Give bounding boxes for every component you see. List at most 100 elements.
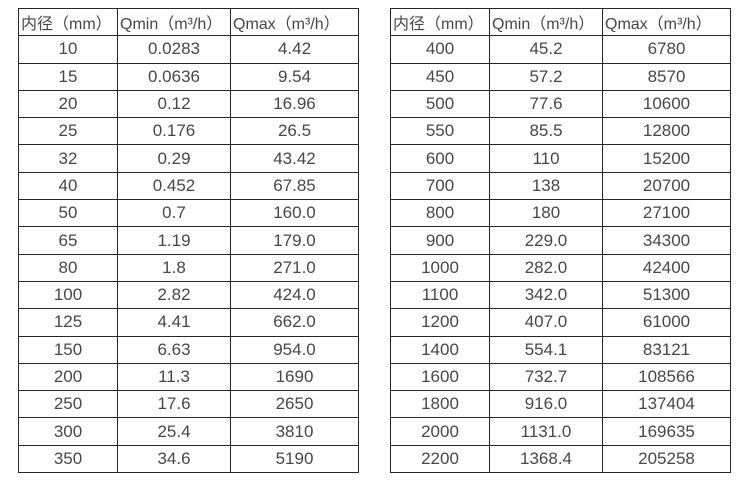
table-row: 25 0.176 26.5 bbox=[18, 117, 359, 146]
cell: 125 bbox=[18, 308, 118, 337]
table-row: 1600 732.7 108566 bbox=[390, 362, 731, 392]
column-header: Qmin（m³/h） bbox=[489, 7, 603, 37]
cell: 61000 bbox=[602, 308, 731, 337]
flow-rate-table-large-diameters: 内径（mm） Qmin（m³/h） Qmax（m³/h） 400 45.2 6780 450… bbox=[390, 7, 731, 474]
cell: 34300 bbox=[602, 226, 731, 255]
cell: 11.3 bbox=[117, 362, 231, 392]
table-row: 250 17.6 2650 bbox=[18, 390, 359, 419]
flow-rate-table-small-diameters: 内径（mm） Qmin（m³/h） Qmax（m³/h） 10 0.0283 4.42 15… bbox=[18, 7, 359, 474]
cell: 2.82 bbox=[117, 280, 231, 310]
cell: 77.6 bbox=[489, 89, 603, 119]
column-header: 内径（mm） bbox=[18, 7, 118, 37]
cell: 2000 bbox=[390, 417, 490, 446]
cell: 0.7 bbox=[117, 199, 231, 228]
cell: 342.0 bbox=[489, 280, 603, 310]
table-row: 2000 1131.0 169635 bbox=[390, 417, 731, 446]
table-row: 800 180 27100 bbox=[390, 199, 731, 228]
cell: 2650 bbox=[230, 390, 359, 419]
cell: 0.176 bbox=[117, 117, 231, 146]
cell: 20 bbox=[18, 89, 118, 119]
table-row: 125 4.41 662.0 bbox=[18, 308, 359, 337]
cell: 65 bbox=[18, 226, 118, 255]
cell: 1800 bbox=[390, 390, 490, 419]
cell: 83121 bbox=[602, 335, 731, 364]
table-row: 500 77.6 10600 bbox=[390, 89, 731, 119]
cell: 954.0 bbox=[230, 335, 359, 364]
cell: 1.8 bbox=[117, 253, 231, 282]
cell: 50 bbox=[18, 199, 118, 228]
cell: 6.63 bbox=[117, 335, 231, 364]
header-row: 内径（mm） Qmin（m³/h） Qmax（m³/h） bbox=[390, 7, 731, 37]
table-row: 200 11.3 1690 bbox=[18, 362, 359, 392]
table-row: 1200 407.0 61000 bbox=[390, 308, 731, 337]
cell: 20700 bbox=[602, 171, 731, 201]
cell: 2200 bbox=[390, 444, 490, 474]
cell: 1200 bbox=[390, 308, 490, 337]
cell: 1600 bbox=[390, 362, 490, 392]
cell: 80 bbox=[18, 253, 118, 282]
cell: 250 bbox=[18, 390, 118, 419]
cell: 40 bbox=[18, 171, 118, 201]
cell: 3810 bbox=[230, 417, 359, 446]
cell: 0.452 bbox=[117, 171, 231, 201]
cell: 229.0 bbox=[489, 226, 603, 255]
cell: 26.5 bbox=[230, 117, 359, 146]
table-row: 32 0.29 43.42 bbox=[18, 144, 359, 173]
cell: 550 bbox=[390, 117, 490, 146]
cell: 900 bbox=[390, 226, 490, 255]
cell: 0.0636 bbox=[117, 62, 231, 91]
cell: 407.0 bbox=[489, 308, 603, 337]
cell: 25 bbox=[18, 117, 118, 146]
table-row: 450 57.2 8570 bbox=[390, 62, 731, 91]
cell: 17.6 bbox=[117, 390, 231, 419]
table-row: 550 85.5 12800 bbox=[390, 117, 731, 146]
cell: 57.2 bbox=[489, 62, 603, 91]
cell: 15200 bbox=[602, 144, 731, 173]
cell: 6780 bbox=[602, 35, 731, 64]
table-row: 900 229.0 34300 bbox=[390, 226, 731, 255]
cell: 160.0 bbox=[230, 199, 359, 228]
table-row: 15 0.0636 9.54 bbox=[18, 62, 359, 91]
table-row: 40 0.452 67.85 bbox=[18, 171, 359, 201]
cell: 34.6 bbox=[117, 444, 231, 474]
table-row: 100 2.82 424.0 bbox=[18, 280, 359, 310]
cell: 4.41 bbox=[117, 308, 231, 337]
table-row: 1400 554.1 83121 bbox=[390, 335, 731, 364]
cell: 51300 bbox=[602, 280, 731, 310]
cell: 0.12 bbox=[117, 89, 231, 119]
cell: 1368.4 bbox=[489, 444, 603, 474]
cell: 282.0 bbox=[489, 253, 603, 282]
cell: 916.0 bbox=[489, 390, 603, 419]
table-row: 10 0.0283 4.42 bbox=[18, 35, 359, 64]
cell: 205258 bbox=[602, 444, 731, 474]
table-row: 20 0.12 16.96 bbox=[18, 89, 359, 119]
table-row: 700 138 20700 bbox=[390, 171, 731, 201]
cell: 12800 bbox=[602, 117, 731, 146]
cell: 108566 bbox=[602, 362, 731, 392]
table-row: 300 25.4 3810 bbox=[18, 417, 359, 446]
cell: 732.7 bbox=[489, 362, 603, 392]
cell: 45.2 bbox=[489, 35, 603, 64]
cell: 200 bbox=[18, 362, 118, 392]
cell: 350 bbox=[18, 444, 118, 474]
cell: 271.0 bbox=[230, 253, 359, 282]
cell: 15 bbox=[18, 62, 118, 91]
cell: 400 bbox=[390, 35, 490, 64]
cell: 42400 bbox=[602, 253, 731, 282]
table-row: 50 0.7 160.0 bbox=[18, 199, 359, 228]
table-row: 600 110 15200 bbox=[390, 144, 731, 173]
cell: 138 bbox=[489, 171, 603, 201]
cell: 179.0 bbox=[230, 226, 359, 255]
column-header: Qmin（m³/h） bbox=[117, 7, 231, 37]
cell: 32 bbox=[18, 144, 118, 173]
column-header: Qmax（m³/h） bbox=[230, 7, 359, 37]
table-row: 1800 916.0 137404 bbox=[390, 390, 731, 419]
cell: 554.1 bbox=[489, 335, 603, 364]
cell: 424.0 bbox=[230, 280, 359, 310]
cell: 43.42 bbox=[230, 144, 359, 173]
column-header: Qmax（m³/h） bbox=[602, 7, 731, 37]
cell: 5190 bbox=[230, 444, 359, 474]
table-row: 150 6.63 954.0 bbox=[18, 335, 359, 364]
column-header: 内径（mm） bbox=[390, 7, 490, 37]
